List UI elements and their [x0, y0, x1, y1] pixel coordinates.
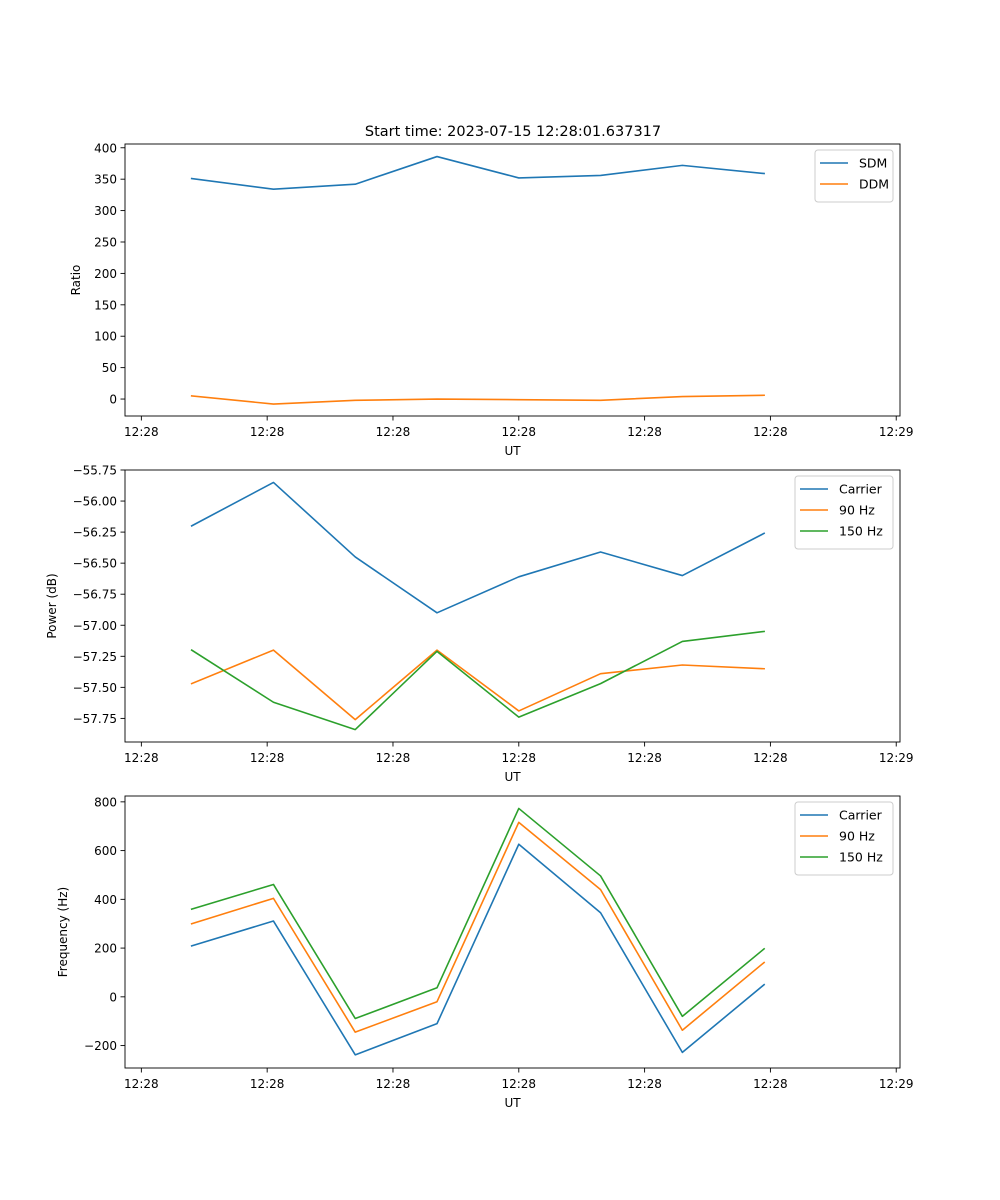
- y-tick-label: 350: [94, 173, 117, 187]
- y-tick-label: 150: [94, 298, 117, 312]
- legend: Carrier 90 Hz 150 Hz: [794, 801, 894, 876]
- x-tick-label: 12:29: [879, 1077, 914, 1091]
- x-tick-label: 12:28: [501, 751, 536, 765]
- series-line-ddm: [190, 394, 765, 405]
- x-axis-label: UT: [504, 444, 521, 458]
- x-tick-label: 12:28: [124, 751, 159, 765]
- y-tick-label: −57.50: [73, 681, 117, 695]
- y-tick-label: 100: [94, 330, 117, 344]
- legend-entry: Carrier: [839, 482, 883, 497]
- x-tick-label: 12:28: [124, 425, 159, 439]
- axes-frame: [124, 143, 901, 417]
- panels: 12:28 12:28 12:28 12:28 12:28 12:28 12:29 400 35…: [45, 141, 914, 1110]
- legend-entry: SDM: [859, 156, 887, 171]
- y-tick-label: −57.75: [73, 712, 117, 726]
- series-line-150-hz: [190, 630, 766, 731]
- chart-panel-3: 12:28 12:28 12:28 12:28 12:28 12:28 12:29 800 60…: [56, 795, 914, 1110]
- legend-entry: 150 Hz: [839, 524, 883, 539]
- y-tick-label: 400: [94, 141, 117, 155]
- y-tick-label: −57.25: [73, 650, 117, 664]
- x-tick-label: 12:28: [376, 1077, 411, 1091]
- y-tick-label: 300: [94, 204, 117, 218]
- x-tick-label: 12:28: [753, 751, 788, 765]
- legend-entry: 150 Hz: [839, 850, 883, 865]
- y-tick-label: −56.50: [73, 557, 117, 571]
- axes-frame: [124, 795, 901, 1069]
- axes-frame: [124, 469, 901, 743]
- x-tick-label: 12:28: [250, 1077, 285, 1091]
- plot-area: [125, 796, 900, 1068]
- legend: Carrier 90 Hz 150 Hz: [794, 475, 894, 550]
- y-tick-label: 0: [109, 393, 117, 407]
- y-tick-label: −200: [84, 1039, 117, 1053]
- x-tick-label: 12:28: [627, 751, 662, 765]
- legend-entry: DDM: [859, 177, 889, 192]
- x-tick-label: 12:28: [501, 425, 536, 439]
- legend-entry: 90 Hz: [839, 829, 875, 844]
- figure-title: Start time: 2023-07-15 12:28:01.637317: [365, 124, 661, 140]
- series-line-carrier: [190, 481, 766, 614]
- x-tick-label: 12:28: [376, 425, 411, 439]
- x-tick-label: 12:28: [753, 1077, 788, 1091]
- y-tick-label: 250: [94, 235, 117, 249]
- x-tick-label: 12:28: [501, 1077, 536, 1091]
- x-tick-label: 12:28: [376, 751, 411, 765]
- y-tick-label: −56.00: [73, 495, 117, 509]
- legend: SDM DDM: [814, 149, 894, 203]
- x-tick-label: 12:28: [627, 1077, 662, 1091]
- x-axis-label: UT: [504, 770, 521, 784]
- y-tick-label: −55.75: [73, 464, 117, 478]
- y-axis-label: Ratio: [69, 265, 83, 296]
- y-axis-label: Frequency (Hz): [56, 887, 70, 978]
- x-tick-label: 12:28: [627, 425, 662, 439]
- series-line-150-hz: [190, 807, 766, 1020]
- y-tick-label: 200: [94, 267, 117, 281]
- chart-panel-1: 12:28 12:28 12:28 12:28 12:28 12:28 12:29 400 35…: [69, 141, 914, 458]
- x-tick-label: 12:29: [879, 425, 914, 439]
- plot-area: [125, 470, 900, 742]
- series-line-sdm: [190, 155, 765, 191]
- x-tick-label: 12:28: [753, 425, 788, 439]
- x-tick-label: 12:29: [879, 751, 914, 765]
- y-tick-label: −57.00: [73, 619, 117, 633]
- legend-entry: 90 Hz: [839, 503, 875, 518]
- y-tick-label: 50: [102, 361, 117, 375]
- y-tick-label: 400: [94, 893, 117, 907]
- y-axis-label: Power (dB): [45, 573, 59, 638]
- chart-panel-2: 12:28 12:28 12:28 12:28 12:28 12:28 12:29 −55.7…: [45, 464, 914, 785]
- x-tick-label: 12:28: [250, 751, 285, 765]
- plot-area: [125, 144, 900, 416]
- y-tick-label: 800: [94, 795, 117, 809]
- y-tick-label: −56.25: [73, 526, 117, 540]
- y-tick-label: 0: [109, 990, 117, 1004]
- series-line-carrier: [190, 843, 766, 1056]
- x-axis-label: UT: [504, 1096, 521, 1110]
- series-line-90-hz: [190, 821, 766, 1033]
- y-tick-label: −56.75: [73, 588, 117, 602]
- series-line-90-hz: [190, 649, 765, 721]
- x-tick-label: 12:28: [124, 1077, 159, 1091]
- x-tick-label: 12:28: [250, 425, 285, 439]
- y-tick-label: 200: [94, 942, 117, 956]
- legend-entry: Carrier: [839, 808, 883, 823]
- y-tick-label: 600: [94, 844, 117, 858]
